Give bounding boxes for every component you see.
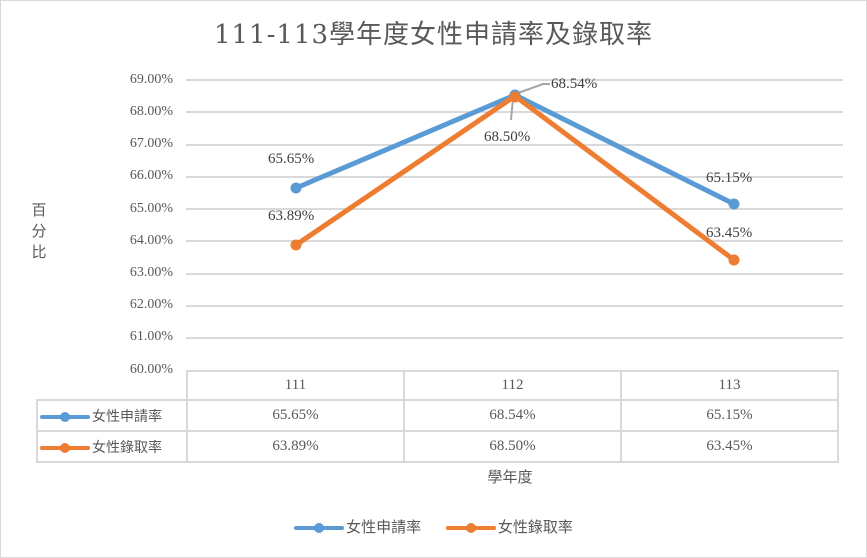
y-tick-68: 68.00%: [129, 104, 173, 119]
y-tick-64: 64.00%: [129, 233, 173, 248]
data-label-s2-111: 63.89%: [268, 208, 315, 224]
x-axis-title: 學年度: [487, 468, 533, 486]
x-category-112: 112: [403, 370, 622, 401]
y-tick-61: 61.00%: [129, 329, 173, 344]
table-cell: 68.54%: [403, 399, 622, 432]
series-name-cell: 女性申請率: [36, 399, 188, 432]
table-cell: 63.45%: [620, 430, 839, 463]
legend-key-orange-icon: [40, 442, 90, 453]
legend-line-blue-icon: [294, 523, 345, 533]
x-category-111: 111: [186, 370, 405, 401]
data-label-s1-113: 65.15%: [706, 170, 753, 186]
series-name: 女性申請率: [92, 408, 162, 425]
table-row: 女性錄取率 63.89% 68.50% 63.45%: [36, 430, 839, 463]
y-axis-title-char: 分: [31, 222, 47, 240]
legend-label: 女性錄取率: [497, 518, 573, 536]
y-tick-66: 66.00%: [129, 168, 173, 183]
legend-label: 女性申請率: [346, 518, 422, 536]
series-admission-rate: [290, 91, 740, 266]
table-cell: 63.89%: [186, 430, 405, 463]
data-label-s1-112: 68.54%: [551, 76, 598, 92]
y-axis-title-char: 比: [31, 243, 47, 261]
series-application-rate: [290, 89, 740, 210]
data-table: 111 112 113 女性申請率 65.65% 68.54% 65.15% 女…: [36, 370, 839, 463]
chart-title: 111-113學年度女性申請率及錄取率: [213, 20, 654, 50]
series-name: 女性錄取率: [92, 439, 162, 456]
data-label-s2-113: 63.45%: [706, 225, 753, 241]
data-label-s1-111: 65.65%: [268, 151, 315, 167]
table-cell: 65.65%: [186, 399, 405, 432]
y-tick-67: 67.00%: [129, 136, 173, 151]
legend-line-orange-icon: [445, 523, 496, 533]
table-corner: [37, 371, 188, 401]
table-cell: 68.50%: [403, 430, 622, 463]
y-tick-62: 62.00%: [129, 297, 173, 312]
legend-item-application-rate: 女性申請率: [294, 516, 421, 537]
table-cell: 65.15%: [620, 399, 839, 432]
data-label-s2-112: 68.50%: [484, 129, 531, 145]
y-tick-65: 65.00%: [129, 201, 173, 216]
legend-item-admission-rate: 女性錄取率: [445, 516, 573, 537]
table-header-row: 111 112 113: [37, 370, 839, 401]
y-tick-63: 63.00%: [129, 265, 173, 280]
legend: 女性申請率 女性錄取率: [0, 516, 867, 537]
table-row: 女性申請率 65.65% 68.54% 65.15%: [36, 399, 839, 432]
gridlines: [186, 79, 843, 339]
legend-key-blue-icon: [40, 411, 90, 422]
y-axis-title: 百 分 比: [30, 200, 48, 263]
y-axis-title-char: 百: [31, 201, 47, 219]
series-name-cell: 女性錄取率: [36, 430, 188, 463]
x-category-113: 113: [620, 370, 839, 401]
y-tick-69: 69.00%: [129, 72, 173, 87]
